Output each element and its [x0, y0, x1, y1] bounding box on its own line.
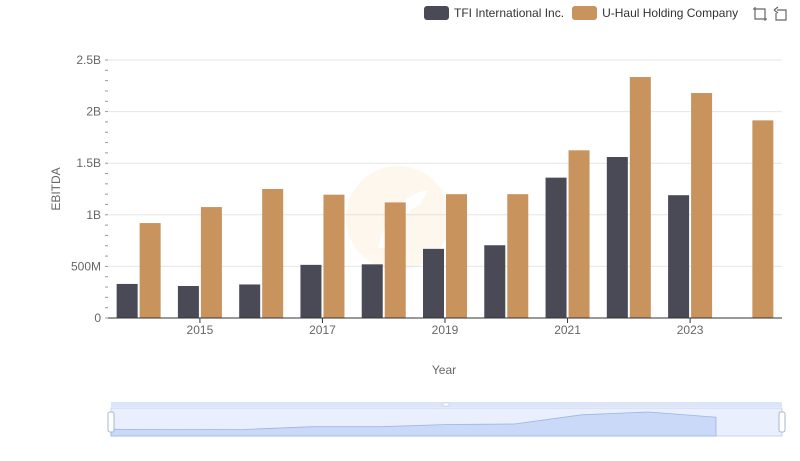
toolbox [747, 6, 789, 22]
legend-swatch-uhaul [572, 6, 598, 20]
bar-tfi-2018[interactable] [361, 264, 383, 318]
zoom-handle-left[interactable] [107, 411, 115, 433]
legend-label-uhaul: U-Haul Holding Company [602, 6, 739, 20]
legend-item-tfi[interactable]: TFI International Inc. [424, 6, 564, 20]
axes [105, 59, 782, 323]
bar-uhaul-2019[interactable] [446, 194, 467, 318]
bar-uhaul-2018[interactable] [384, 202, 406, 318]
zoom-preview-area [110, 411, 717, 437]
legend-label-tfi: TFI International Inc. [454, 6, 565, 20]
legend-swatch-tfi [424, 6, 449, 20]
bar-tfi-2014[interactable] [116, 283, 138, 318]
bar-uhaul-2016[interactable] [262, 189, 284, 318]
y-axis-title: EBITDA [49, 167, 63, 210]
bar-tfi-2019[interactable] [423, 248, 444, 318]
zoom-drag-grip[interactable] [442, 402, 450, 407]
x-tick-label: 2021 [554, 323, 581, 337]
bar-uhaul-2022[interactable] [629, 77, 651, 318]
bar-uhaul-2014[interactable] [139, 223, 161, 318]
bar-tfi-2023[interactable] [668, 195, 690, 318]
bar-uhaul-2021[interactable] [568, 150, 590, 318]
data-zoom-slider[interactable] [107, 402, 786, 437]
x-tick-label: 2015 [187, 323, 214, 337]
x-tick-label: 2019 [432, 323, 459, 337]
bar-tfi-2015[interactable] [177, 286, 199, 318]
bar-uhaul-2020[interactable] [507, 194, 529, 318]
y-tick-label: 2B [86, 105, 101, 119]
y-tick-label: 1B [86, 208, 101, 222]
y-tick-label: 500M [71, 259, 101, 273]
bar-uhaul-2024[interactable] [752, 120, 774, 318]
bar-tfi-2016[interactable] [239, 284, 261, 318]
bar-tfi-2020[interactable] [484, 245, 506, 318]
legend: TFI International Inc. U-Haul Holding Co… [424, 4, 746, 22]
bar-uhaul-2017[interactable] [323, 194, 345, 318]
axis-labels: 0 500M 1B 1.5B 2B 2.5B 2015 2017 2019 2021 2023 Yea… [49, 53, 704, 377]
bar-uhaul-2023[interactable] [691, 93, 713, 318]
y-tick-label: 1.5B [76, 156, 101, 170]
bar-uhaul-2015[interactable] [200, 207, 222, 318]
bar-tfi-2022[interactable] [606, 157, 628, 318]
bars [116, 77, 774, 318]
y-tick-label: 0 [94, 311, 101, 325]
legend-item-uhaul[interactable]: U-Haul Holding Company [572, 6, 738, 20]
y-tick-label: 2.5B [76, 53, 101, 67]
bar-tfi-2017[interactable] [300, 264, 322, 318]
x-tick-label: 2017 [309, 323, 336, 337]
zoom-icon[interactable] [752, 6, 768, 22]
zoom-handle-right[interactable] [778, 411, 786, 433]
bar-tfi-2021[interactable] [545, 177, 567, 318]
x-axis-title: Year [432, 363, 456, 377]
x-tick-label: 2023 [677, 323, 704, 337]
restore-icon[interactable] [773, 6, 789, 22]
